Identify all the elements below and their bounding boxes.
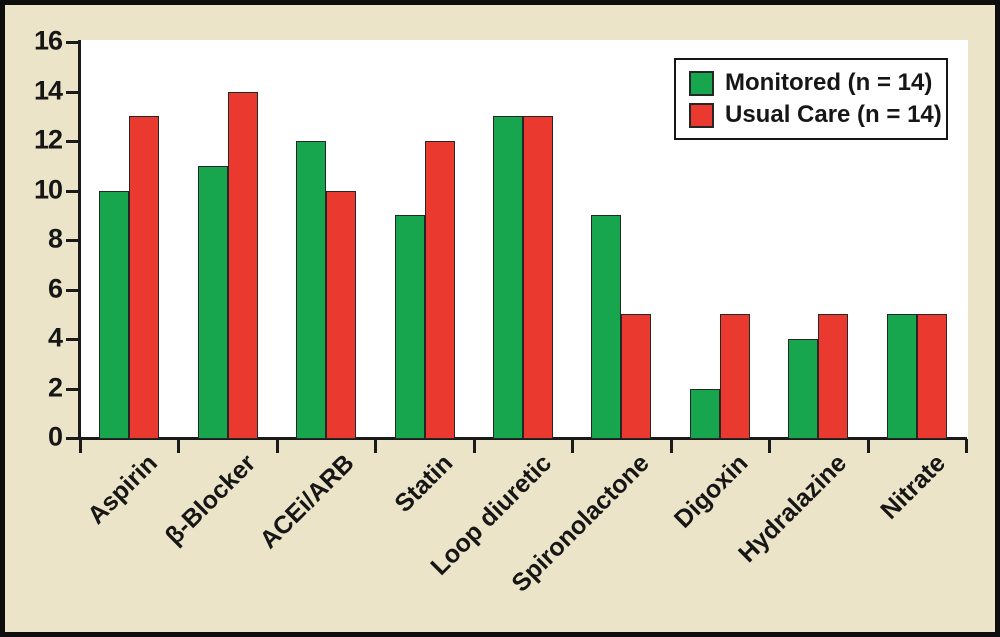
- bar-usual-care-aspirin: [129, 116, 160, 439]
- x-tick: [79, 439, 82, 453]
- y-tick-label: 4: [47, 322, 63, 353]
- bar-monitored-digoxin: [689, 388, 720, 439]
- bar-monitored-spironolactone: [591, 215, 622, 439]
- y-tick-label: 14: [33, 74, 63, 105]
- bar-monitored-statin: [394, 215, 425, 439]
- x-label-aspirin: Aspirin: [82, 449, 164, 530]
- x-label-acei-arb: ACEi/ARB: [254, 449, 360, 555]
- y-tick-label: 2: [47, 371, 63, 402]
- bar-monitored-aspirin: [99, 190, 130, 439]
- y-tick-label: 16: [33, 25, 63, 56]
- monitored-swatch: [689, 70, 714, 96]
- y-tick: [66, 239, 80, 242]
- legend-label-usual-care: Usual Care (n = 14): [725, 101, 942, 128]
- bar-usual-care-hydralazine: [818, 314, 849, 439]
- x-label-statin: Statin: [389, 449, 459, 518]
- bar-usual-care-blocker: [227, 91, 258, 439]
- bar-usual-care-nitrate: [916, 314, 947, 439]
- y-tick: [66, 338, 80, 341]
- x-label-blocker: β-Blocker: [160, 449, 262, 551]
- y-tick: [66, 90, 80, 94]
- x-tick: [571, 439, 575, 453]
- legend-item-monitored: Monitored (n = 14): [689, 69, 946, 96]
- x-tick: [177, 439, 181, 453]
- x-tick: [866, 439, 870, 453]
- x-label-digoxin: Digoxin: [669, 449, 754, 534]
- y-tick-label: 0: [47, 421, 63, 452]
- y-tick: [66, 387, 80, 391]
- x-tick: [965, 439, 968, 453]
- bar-usual-care-loop-diuretic: [523, 116, 553, 439]
- bar-monitored-blocker: [197, 165, 228, 439]
- x-tick: [374, 439, 378, 453]
- y-tick: [66, 41, 80, 44]
- y-tick-label: 12: [33, 124, 63, 155]
- legend-item-usual-care: Usual Care (n = 14): [689, 101, 946, 128]
- y-tick: [66, 437, 80, 440]
- legend-label-monitored: Monitored (n = 14): [725, 69, 933, 96]
- usual-care-swatch: [689, 102, 714, 128]
- bar-monitored-acei-arb: [296, 141, 327, 439]
- y-tick: [66, 189, 80, 193]
- y-tick-label: 6: [47, 272, 63, 303]
- x-tick: [768, 439, 772, 453]
- bar-usual-care-spironolactone: [621, 314, 652, 439]
- bar-monitored-hydralazine: [788, 339, 819, 439]
- bar-usual-care-digoxin: [719, 314, 750, 439]
- x-tick: [669, 439, 673, 453]
- x-tick: [472, 439, 476, 453]
- bar-usual-care-acei-arb: [326, 190, 357, 439]
- bar-monitored-loop-diuretic: [493, 116, 523, 439]
- bar-monitored-nitrate: [886, 314, 917, 439]
- bar-usual-care-statin: [424, 141, 455, 439]
- y-tick: [66, 140, 80, 143]
- y-tick-label: 10: [33, 173, 63, 204]
- legend: Monitored (n = 14) Usual Care (n = 14): [674, 58, 948, 140]
- x-label-nitrate: Nitrate: [874, 449, 951, 525]
- y-tick-label: 8: [47, 223, 63, 254]
- y-tick: [66, 288, 80, 292]
- x-tick: [275, 439, 279, 453]
